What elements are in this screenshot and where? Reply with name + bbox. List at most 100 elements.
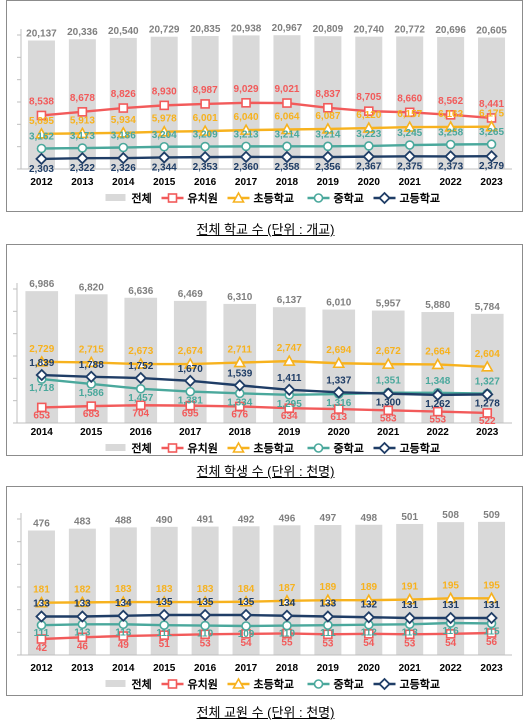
series-value-label: 1,337 [326, 375, 351, 386]
series-line [41, 373, 488, 397]
x-tick-label: 2016 [130, 427, 153, 438]
series-value-label: 2,379 [479, 161, 504, 172]
series-marker [323, 141, 333, 152]
bar-value-label: 6,469 [178, 289, 203, 300]
bar-value-label: 6,986 [29, 279, 54, 290]
series-value-label: 115 [483, 626, 500, 637]
series-marker [321, 593, 335, 605]
legend-label: 고등학교 [400, 677, 440, 691]
series-value-label: 3,214 [274, 129, 299, 140]
bar-value-label: 497 [320, 513, 337, 524]
series-value-label: 135 [197, 597, 214, 608]
series-value-label: 55 [281, 637, 293, 648]
series-value-label: 6,157 [397, 109, 422, 120]
series-value-label: 1,457 [128, 393, 153, 404]
series-value-label: 2,604 [475, 349, 500, 360]
series-value-label: 2,674 [178, 346, 203, 357]
series-marker [116, 126, 130, 138]
x-tick-label: 2020 [358, 663, 381, 674]
series-value-label: 189 [360, 582, 377, 593]
series-marker [444, 611, 457, 625]
x-tick-label: 2023 [480, 177, 503, 188]
student-count-svg: 6,986 6,820 6,636 6,469 6,310 6,137 6,010 5,957… [13, 279, 512, 455]
x-tick-label: 2012 [30, 177, 53, 188]
series-value-label: 184 [238, 584, 255, 595]
series-marker [239, 123, 253, 135]
series-value-label: 53 [404, 638, 416, 649]
series-marker [198, 595, 212, 607]
series-marker [157, 595, 171, 607]
series-value-label: 6,175 [479, 109, 504, 120]
legend-marker [167, 443, 178, 453]
series-marker [183, 357, 197, 369]
series-marker [282, 141, 292, 152]
series-marker [362, 593, 376, 605]
series-value-label: 111 [320, 628, 336, 639]
series-value-label: 1,300 [376, 398, 401, 409]
series-value-label: 8,441 [479, 99, 504, 110]
series-marker [35, 152, 48, 166]
series-marker [86, 401, 97, 411]
series-marker [363, 141, 374, 151]
series-marker [157, 151, 171, 164]
x-tick-label: 2023 [476, 427, 499, 438]
series-value-label: 1,718 [29, 383, 54, 394]
series-value-label: 109 [238, 629, 255, 640]
legend-marker [167, 193, 178, 203]
series-marker [280, 594, 294, 606]
series-marker [84, 370, 98, 384]
series-line [41, 101, 492, 120]
bar-value-label: 6,636 [128, 286, 153, 297]
series-marker [117, 151, 130, 165]
series-marker [445, 110, 456, 120]
series-marker [36, 110, 47, 121]
series-line [41, 404, 488, 415]
series-value-label: 51 [159, 639, 171, 650]
series-marker [431, 357, 445, 370]
bar-value-label: 476 [33, 519, 50, 530]
series-value-label: 3,258 [438, 128, 463, 139]
series-value-label: 6,001 [193, 113, 218, 124]
legend-marker [167, 679, 178, 689]
legend-label: 초등학교 [254, 191, 294, 205]
series-marker [332, 386, 346, 399]
series-marker [333, 404, 344, 414]
series-value-label: 2,322 [70, 163, 95, 174]
x-tick-label: 2023 [480, 663, 503, 674]
bar-value-label: 498 [360, 513, 377, 524]
series-value-label: 2,694 [326, 345, 351, 356]
legend-marker [313, 679, 324, 689]
series-marker [482, 408, 493, 418]
x-tick-label: 2022 [427, 427, 450, 438]
x-tick-label: 2021 [399, 177, 422, 188]
series-value-label: 3,209 [193, 130, 218, 141]
series-value-label: 189 [320, 582, 337, 593]
series-value-label: 53 [200, 638, 212, 649]
school-count-caption: 전체 학교 수 (단위 : 개교) [196, 222, 335, 237]
series-marker [76, 610, 89, 623]
series-marker [135, 400, 146, 411]
bar-value-label: 20,740 [353, 25, 384, 36]
series-line [41, 631, 492, 641]
bar-value-label: 20,729 [149, 25, 180, 36]
x-tick-label: 2016 [194, 663, 217, 674]
series-marker [381, 357, 395, 369]
series-value-label: 3,186 [111, 131, 136, 142]
x-tick-label: 2016 [194, 177, 217, 188]
x-tick-label: 2019 [317, 663, 340, 674]
series-value-label: 2,303 [29, 164, 54, 175]
x-tick-label: 2013 [71, 177, 94, 188]
x-tick-label: 2017 [235, 663, 258, 674]
bar-value-label: 483 [74, 517, 91, 528]
teacher-count-caption: 전체 교원 수 (단위 : 천명) [196, 705, 335, 720]
series-marker [200, 99, 210, 109]
series-marker [323, 629, 333, 640]
x-tick-label: 2017 [179, 427, 202, 438]
series-value-label: 8,705 [356, 92, 381, 103]
series-marker [134, 371, 148, 385]
series-value-label: 6,040 [234, 112, 259, 123]
series-value-label: 613 [330, 412, 347, 423]
series-value-label: 1,348 [425, 376, 450, 387]
bar-value-label: 501 [401, 512, 418, 523]
series-value-label: 135 [156, 597, 173, 608]
